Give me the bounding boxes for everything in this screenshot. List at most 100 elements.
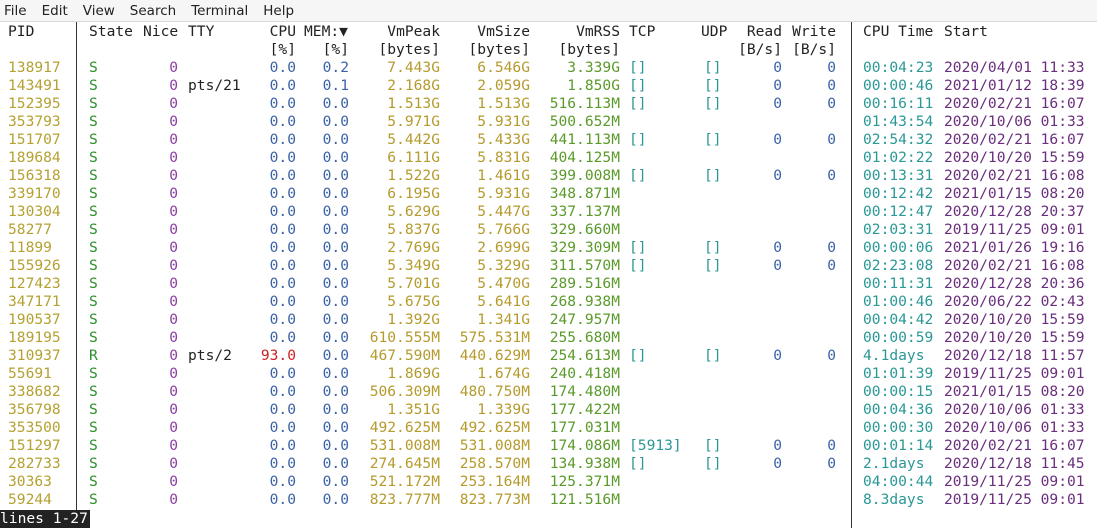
cell-start: 2020/02/21 16:08: [944, 257, 1085, 274]
header-mem-unit: [%]: [322, 41, 349, 58]
table-row[interactable]: 130304 S 0 0.0 0.0 5.629G 5.447G 337.137M 00:12:…: [0, 203, 1097, 221]
cell-nice: 0: [169, 131, 178, 148]
cell-time: 02:23:08: [863, 257, 934, 274]
cell-time: 00:12:42: [863, 185, 934, 202]
table-row[interactable]: 138917 S 0 0.0 0.2 7.443G 6.546G 3.339G [] [] 0 0 00…: [0, 59, 1097, 77]
header-read[interactable]: Read: [746, 23, 782, 40]
header-pid[interactable]: PID: [8, 23, 35, 40]
cell-vmpeak: 1.522G: [387, 167, 440, 184]
cell-time: 02:03:31: [863, 221, 934, 238]
header-tty[interactable]: TTY: [188, 23, 215, 40]
table-row[interactable]: 152395 S 0 0.0 0.0 1.513G 1.513G 516.113M[][] 0 0…: [0, 95, 1097, 113]
table-row[interactable]: 347171 S 0 0.0 0.0 5.675G 5.641G 268.938M 01:00:…: [0, 293, 1097, 311]
cell-read: 0: [773, 131, 782, 148]
table-row[interactable]: 356798 S 0 0.0 0.0 1.351G 1.339G 177.422M 00:04:…: [0, 401, 1097, 419]
menu-view[interactable]: View: [82, 2, 115, 19]
menu-edit[interactable]: Edit: [41, 2, 68, 19]
cell-start: 2021/01/15 08:20: [944, 185, 1085, 202]
cell-vmsize: 5.766G: [477, 221, 530, 238]
cell-nice: 0: [169, 455, 178, 472]
table-row[interactable]: 353500 S 0 0.0 0.0 492.625M 492.625M 177.031M 00…: [0, 419, 1097, 437]
cell-mem: 0.0: [322, 311, 349, 328]
table-row[interactable]: 30363 S 0 0.0 0.0 521.172M 253.164M 125.371M 04:…: [0, 473, 1097, 491]
cell-cpu: 0.0: [269, 329, 296, 346]
table-row[interactable]: 310937 R 0 pts/2 93.0 0.0 467.590M 440.629M 254.…: [0, 347, 1097, 365]
cell-state: S: [89, 149, 98, 166]
header-vmpeak[interactable]: VmPeak: [387, 23, 440, 40]
cell-tcp: []: [629, 131, 647, 148]
cell-vmpeak: 274.645M: [369, 455, 440, 472]
cell-pid: 138917: [8, 59, 61, 76]
header-udp[interactable]: UDP: [701, 23, 728, 40]
cell-pid: 55691: [8, 365, 52, 382]
cell-start: 2019/11/25 09:01: [944, 473, 1085, 490]
cell-tcp: []: [629, 239, 647, 256]
cell-cpu: 0.0: [269, 437, 296, 454]
table-row[interactable]: 155926 S 0 0.0 0.0 5.349G 5.329G 311.570M [] [] 0 0…: [0, 257, 1097, 275]
cell-nice: 0: [169, 185, 178, 202]
cell-mem: 0.0: [322, 383, 349, 400]
table-row[interactable]: 143491 S 0 pts/21 0.0 0.1 2.168G 2.059G 1.850G []…: [0, 77, 1097, 95]
table-row[interactable]: 190537 S 0 0.0 0.0 1.392G 1.341G 247.957M 00:04:…: [0, 311, 1097, 329]
table-row[interactable]: 338682 S 0 0.0 0.0 506.309M 480.750M 174.480M 00…: [0, 383, 1097, 401]
table-row[interactable]: 151297 S 0 0.0 0.0 531.008M 531.008M 174.086M [5…: [0, 437, 1097, 455]
cell-time: 01:02:22: [863, 149, 934, 166]
table-row[interactable]: 58277 S 0 0.0 0.0 5.837G 5.766G 329.660M 02:03:3…: [0, 221, 1097, 239]
cell-state: S: [89, 221, 98, 238]
cell-state: S: [89, 59, 98, 76]
cell-mem: 0.0: [322, 347, 349, 364]
header-start[interactable]: Start: [944, 23, 988, 40]
cell-udp: []: [704, 455, 722, 472]
header-write[interactable]: Write: [792, 23, 836, 40]
cell-cpu: 0.0: [269, 365, 296, 382]
table-row[interactable]: 11899 S 0 0.0 0.0 2.769G 2.699G 329.309M[][] 0 0 0…: [0, 239, 1097, 257]
table-row[interactable]: 339170 S 0 0.0 0.0 6.195G 5.931G 348.871M 00:12:…: [0, 185, 1097, 203]
header-mem-sorted[interactable]: MEM:▼: [304, 23, 348, 40]
menu-terminal[interactable]: Terminal: [191, 2, 249, 19]
cell-start: 2020/12/18 11:57: [944, 347, 1085, 364]
cell-state: S: [89, 131, 98, 148]
header-nice[interactable]: Nice: [143, 23, 179, 40]
menu-file[interactable]: File: [4, 2, 27, 19]
table-row[interactable]: 156318 S 0 0.0 0.0 1.522G 1.461G 399.008M[][] 0 0…: [0, 167, 1097, 185]
terminal-area[interactable]: PID State Nice TTY CPU [%] MEM:▼ [%] VmP…: [0, 22, 1097, 528]
cell-write: 0: [827, 131, 836, 148]
header-vmrss[interactable]: VmRSS: [576, 23, 620, 40]
menu-search[interactable]: Search: [129, 2, 177, 19]
cell-state: S: [89, 311, 98, 328]
cell-mem: 0.0: [322, 419, 349, 436]
cell-cpu: 0.0: [269, 293, 296, 310]
cell-vmsize: 253.164M: [459, 473, 530, 490]
table-row[interactable]: 59244 S 0 0.0 0.0 823.777M 823.773M 121.516M 8.3…: [0, 491, 1097, 509]
header-state[interactable]: State: [89, 23, 133, 40]
header-cpu-time[interactable]: CPU Time: [863, 23, 934, 40]
cell-read: 0: [773, 77, 782, 94]
cell-state: S: [89, 77, 98, 94]
cell-vmpeak: 5.701G: [387, 275, 440, 292]
cell-start: 2020/10/06 01:33: [944, 419, 1085, 436]
cell-nice: 0: [169, 59, 178, 76]
table-row[interactable]: 151707 S 0 0.0 0.0 5.442G 5.433G 441.113M [] [] 0 0…: [0, 131, 1097, 149]
cell-start: 2021/01/15 08:20: [944, 383, 1085, 400]
cell-vmsize: 823.773M: [459, 491, 530, 508]
table-row[interactable]: 189195 S 0 0.0 0.0 610.555M 575.531M 255.680M 00…: [0, 329, 1097, 347]
cell-nice: 0: [169, 383, 178, 400]
cell-vmpeak: 492.625M: [369, 419, 440, 436]
table-row[interactable]: 55691 S 0 0.0 0.0 1.869G 1.674G 240.418M 01:01:3…: [0, 365, 1097, 383]
cell-pid: 151707: [8, 131, 61, 148]
cell-vmrss: 311.570M: [549, 257, 620, 274]
cell-vmsize: 5.931G: [477, 185, 530, 202]
header-vmsize[interactable]: VmSize: [477, 23, 530, 40]
menu-help[interactable]: Help: [263, 2, 295, 19]
table-row[interactable]: 189684 S 0 0.0 0.0 6.111G 5.831G 404.125M 01:02:…: [0, 149, 1097, 167]
cell-udp: []: [704, 95, 722, 112]
cell-tcp: []: [629, 455, 647, 472]
cell-start: 2020/02/21 16:07: [944, 95, 1085, 112]
table-row[interactable]: 127423 S 0 0.0 0.0 5.701G 5.470G 289.516M 00:11:…: [0, 275, 1097, 293]
table-row[interactable]: 353793 S 0 0.0 0.0 5.971G 5.931G 500.652M 01:43:…: [0, 113, 1097, 131]
cell-vmpeak: 6.111G: [387, 149, 440, 166]
table-row[interactable]: 282733 S 0 0.0 0.0 274.645M 258.570M 134.938M []…: [0, 455, 1097, 473]
cell-tcp: []: [629, 77, 647, 94]
header-tcp[interactable]: TCP: [629, 23, 656, 40]
header-cpu[interactable]: CPU: [269, 23, 296, 40]
